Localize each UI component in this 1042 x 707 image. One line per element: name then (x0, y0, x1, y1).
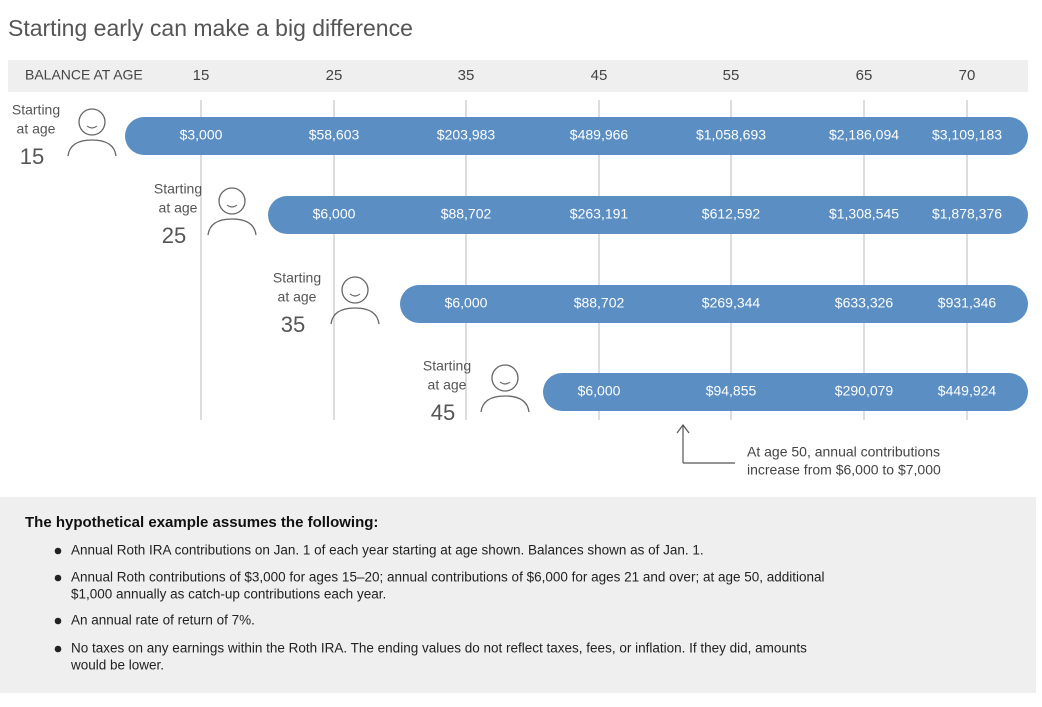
balance-value: $633,326 (835, 295, 894, 311)
balance-value: $1,878,376 (932, 206, 1002, 222)
person-icon-head (341, 276, 369, 304)
header-age: 45 (591, 67, 608, 84)
notes-heading: The hypothetical example assumes the fol… (25, 514, 378, 531)
header-age: 55 (723, 67, 740, 84)
balance-value: $203,983 (437, 127, 496, 143)
title: Starting early can make a big difference (8, 15, 413, 41)
row-bar (543, 373, 1028, 411)
row-age: 25 (162, 223, 186, 248)
balance-value: $3,000 (180, 127, 223, 143)
notes-box (0, 497, 1036, 693)
person-icon-head (491, 364, 519, 392)
person-icon-face (499, 381, 511, 385)
row-label: Starting (12, 102, 60, 118)
person-icon-body (207, 218, 257, 236)
header-age: 25 (326, 67, 343, 84)
bullet (54, 645, 62, 653)
annotation-text: increase from $6,000 to $7,000 (747, 462, 941, 478)
balance-value: $449,924 (938, 383, 997, 399)
balance-value: $94,855 (706, 383, 757, 399)
balance-value: $290,079 (835, 383, 894, 399)
row-label: Starting (273, 270, 321, 286)
person-icon-body (330, 307, 380, 325)
balance-value: $6,000 (313, 206, 356, 222)
balance-value: $88,702 (574, 295, 625, 311)
note-text: An annual rate of return of 7%. (71, 613, 255, 628)
balance-value: $263,191 (570, 206, 629, 222)
balance-value: $88,702 (441, 206, 492, 222)
header-age: 15 (193, 67, 210, 84)
person-icon-face (349, 293, 361, 297)
row-age: 35 (281, 312, 305, 337)
note-text: would be lower. (70, 658, 164, 673)
header-age: 35 (458, 67, 475, 84)
row-label: at age (428, 377, 467, 393)
balance-value: $6,000 (445, 295, 488, 311)
row-age: 15 (20, 144, 44, 169)
person-icon-body (67, 139, 117, 157)
person-icon-face (86, 125, 98, 129)
balance-value: $1,058,693 (696, 127, 766, 143)
balance-value: $1,308,545 (829, 206, 899, 222)
bullet (54, 547, 62, 555)
person-icon-face (226, 204, 238, 208)
annotation-arrow (676, 424, 735, 464)
balance-value: $2,186,094 (829, 127, 899, 143)
person-icon-head (218, 187, 246, 215)
person-icon-head (78, 108, 106, 136)
row-bar (125, 117, 1028, 155)
balance-value: $489,966 (570, 127, 629, 143)
row-label: Starting (423, 358, 471, 374)
row-age: 45 (431, 400, 455, 425)
row-label: Starting (154, 181, 202, 197)
note-text: No taxes on any earnings within the Roth… (71, 641, 807, 656)
note-text: Annual Roth IRA contributions on Jan. 1 … (71, 543, 704, 558)
row-label: at age (159, 200, 198, 216)
note-text: Annual Roth contributions of $3,000 for … (71, 570, 825, 585)
header-band (8, 60, 1028, 92)
balance-value: $6,000 (578, 383, 621, 399)
header-label: BALANCE AT AGE (25, 67, 143, 83)
bullet (54, 574, 62, 582)
header-age: 70 (959, 67, 976, 84)
header-age: 65 (856, 67, 873, 84)
balance-value: $612,592 (702, 206, 761, 222)
balance-value: $269,344 (702, 295, 761, 311)
note-text: $1,000 annually as catch-up contribution… (71, 587, 386, 602)
row-label: at age (278, 289, 317, 305)
annotation-text: At age 50, annual contributions (747, 444, 940, 460)
row-bar (268, 196, 1028, 234)
row-label: at age (17, 121, 56, 137)
bullet (54, 617, 62, 625)
balance-value: $58,603 (309, 127, 360, 143)
balance-value: $931,346 (938, 295, 997, 311)
row-bar (400, 285, 1028, 323)
person-icon-body (480, 395, 530, 413)
balance-value: $3,109,183 (932, 127, 1002, 143)
